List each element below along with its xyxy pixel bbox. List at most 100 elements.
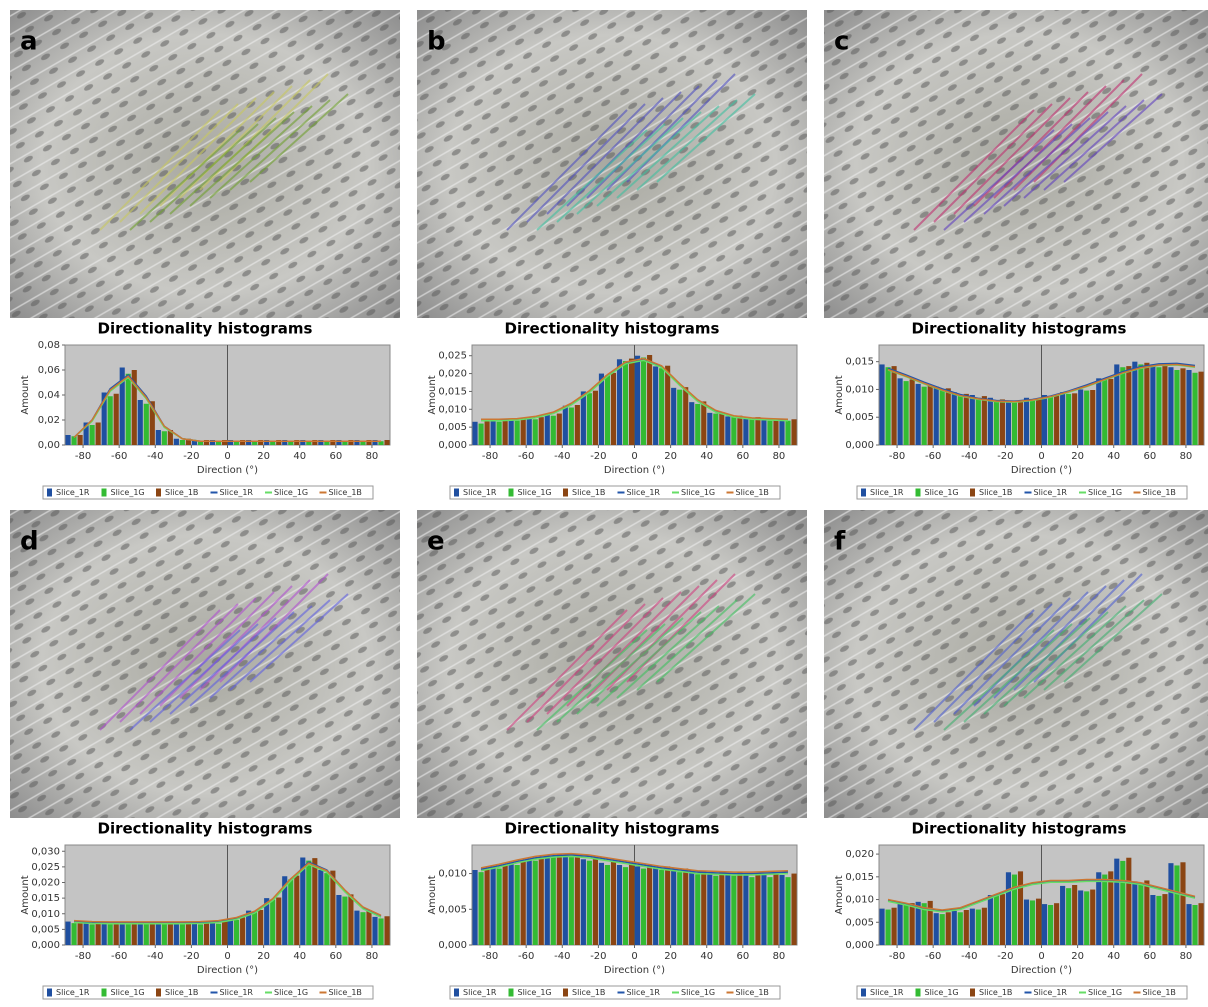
legend-label: Slice_1R (56, 488, 90, 497)
x-tick-label: 40 (1107, 951, 1120, 962)
bar (306, 860, 312, 945)
bar (125, 924, 131, 945)
bar (1156, 895, 1162, 945)
x-tick-label: -20 (997, 951, 1013, 962)
bar (671, 387, 677, 445)
bar (258, 910, 264, 945)
bar (209, 440, 216, 445)
legend-label: Slice_1B (329, 988, 362, 997)
x-tick-label: -20 (590, 951, 606, 962)
bar (903, 381, 909, 445)
bar (622, 867, 629, 945)
bar (1126, 857, 1132, 945)
bar (342, 441, 348, 445)
legend-label: Slice_1B (1143, 488, 1176, 497)
bar (963, 910, 969, 945)
legend-label: Slice_1G (518, 988, 552, 997)
bar (897, 378, 903, 445)
bar (276, 897, 282, 945)
overlay-stroke (139, 597, 257, 715)
bar (1090, 889, 1096, 945)
bar (496, 868, 502, 945)
y-tick-label: 0,06 (38, 365, 60, 376)
x-tick-label: 0 (224, 951, 230, 962)
bar (360, 441, 366, 445)
bar (981, 396, 987, 445)
y-tick-label: 0,005 (845, 412, 874, 423)
y-tick-label: 0,000 (438, 940, 467, 951)
bar (604, 865, 611, 945)
y-tick-label: 0,010 (845, 895, 874, 906)
bar (472, 421, 478, 445)
bar (526, 418, 532, 445)
legend-label: Slice_1B (979, 488, 1012, 497)
overlay-stroke (973, 591, 1089, 707)
overlay-stroke (576, 117, 684, 215)
bar (161, 431, 167, 445)
fit-line (887, 878, 1196, 911)
overlay-stroke (953, 597, 1071, 715)
legend-label: Slice_1B (572, 488, 605, 497)
bar (258, 440, 264, 445)
bar (1192, 905, 1198, 945)
x-tick-label: -60 (111, 951, 127, 962)
overlay-stroke (526, 603, 646, 723)
legend-label: Slice_1B (165, 988, 198, 997)
overlay-stroke (636, 599, 738, 691)
x-tick-label: 0 (1038, 451, 1044, 462)
bar (1029, 399, 1036, 445)
legend-label: Slice_1G (274, 488, 308, 497)
overlay-stroke (189, 111, 295, 207)
x-tick-label: -20 (997, 451, 1013, 462)
overlay-stroke (1063, 93, 1163, 183)
bar (719, 412, 725, 445)
legend-box (449, 485, 781, 500)
bar (641, 357, 647, 445)
bar (173, 923, 179, 945)
fit-line (73, 863, 382, 925)
legend-label: Slice_1G (1088, 488, 1122, 497)
bar (360, 912, 366, 945)
bar (478, 423, 484, 445)
bar (701, 870, 707, 945)
y-axis-label: Amount (427, 375, 438, 414)
bar (665, 866, 671, 945)
bar (647, 865, 653, 945)
y-axis-label: Amount (834, 375, 845, 414)
bar (568, 407, 574, 445)
overlay-stroke (249, 93, 349, 183)
legend-label: Slice_1R (220, 988, 254, 997)
panel: b Directionality histograms 0,000 0,005 0,01… (417, 10, 807, 500)
x-tick-label: -40 (554, 451, 570, 462)
overlay-stroke (209, 105, 313, 199)
legend-label: Slice_1G (518, 488, 552, 497)
bar (598, 862, 605, 945)
bar (903, 905, 909, 945)
bar (107, 924, 113, 945)
overlay-stroke (249, 593, 349, 683)
legend-swatch (454, 488, 459, 497)
overlay-stroke (606, 79, 718, 191)
bar (580, 859, 586, 945)
panel-label: f (834, 527, 846, 557)
x-tick-label: 80 (1180, 451, 1193, 462)
bar (1168, 863, 1174, 945)
overlay-stroke (506, 109, 628, 231)
legend-swatch (101, 488, 107, 497)
bar (372, 440, 378, 445)
y-axis-label: Amount (834, 875, 845, 914)
bar (1048, 396, 1054, 445)
bar (915, 383, 921, 445)
bar (933, 386, 939, 445)
x-tick-label: -80 (75, 951, 91, 962)
bar (586, 393, 592, 445)
bar (1035, 398, 1042, 445)
x-tick-label: 0 (1038, 951, 1044, 962)
bar (234, 920, 240, 945)
overlay-stroke (556, 623, 666, 723)
x-tick-label: -20 (183, 451, 199, 462)
x-tick-label: -60 (518, 451, 534, 462)
y-tick-label: 0,04 (38, 390, 60, 401)
bar (161, 924, 167, 945)
